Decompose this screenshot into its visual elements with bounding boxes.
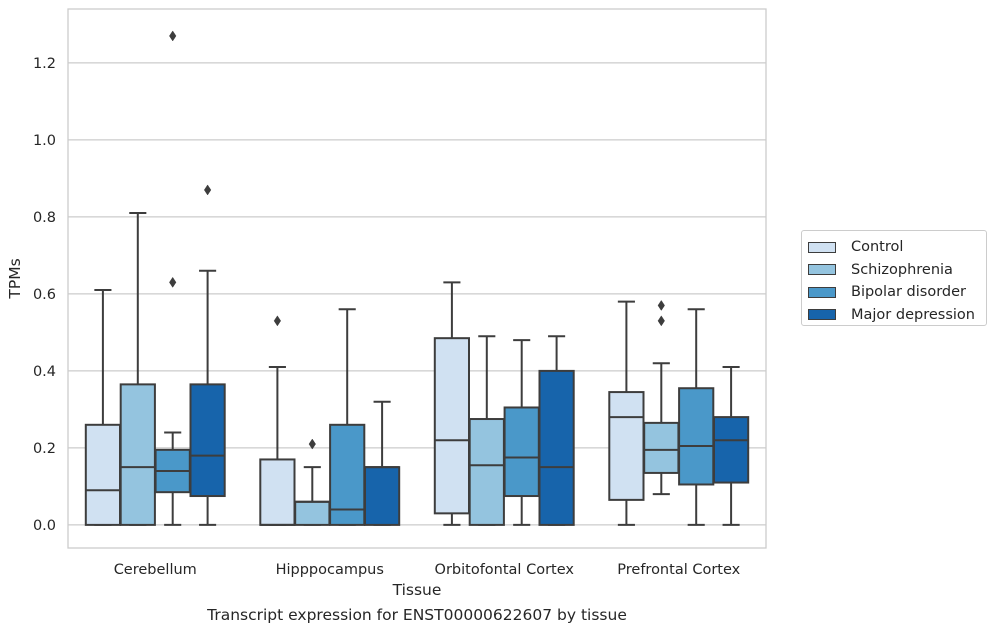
x-tick-cerebellum: Cerebellum — [114, 562, 197, 578]
box-body — [468, 418, 505, 526]
box-body — [189, 383, 226, 498]
box-body — [119, 383, 156, 526]
box-body — [259, 458, 296, 526]
plot-frame — [67, 8, 767, 549]
box-body — [329, 423, 366, 526]
y-axis-label: TPMs — [6, 258, 24, 299]
box-body — [538, 369, 575, 526]
box-body — [712, 416, 750, 484]
box-control-1 — [259, 315, 296, 526]
box-major-depression-2 — [538, 335, 575, 526]
outlier-point-0 — [204, 184, 212, 196]
legend-item-major-depression: Major depression — [808, 304, 986, 327]
box-bipolar-disorder-1 — [329, 308, 366, 526]
x-tick-hipppocampus: Hipppocampus — [276, 562, 384, 578]
legend-swatch-control — [808, 241, 836, 253]
box-major-depression-0 — [189, 184, 226, 526]
box-major-depression-3 — [712, 366, 750, 526]
y-tick-1.2: 1.2 — [33, 56, 56, 72]
box-body — [643, 421, 680, 474]
box-schizophrenia-2 — [468, 335, 505, 526]
outlier-point-0 — [273, 315, 281, 327]
box-body — [678, 387, 715, 486]
legend-item-bipolar-disorder: Bipolar disorder — [808, 281, 986, 304]
legend-label-control: Control — [851, 239, 904, 256]
outlier-point-0 — [308, 438, 316, 450]
box-bipolar-disorder-0 — [154, 30, 191, 526]
chart-caption: Transcript expression for ENST0000062260… — [207, 606, 627, 624]
box-body — [84, 423, 122, 526]
boxes — [84, 30, 750, 526]
outlier-point-0 — [657, 315, 665, 327]
box-body — [608, 391, 645, 501]
box-bipolar-disorder-2 — [503, 339, 540, 526]
outlier-point-1 — [169, 30, 177, 42]
x-tick-prefrontal-cortex: Prefrontal Cortex — [617, 562, 740, 578]
y-tick-0.6: 0.6 — [33, 287, 56, 303]
box-body — [433, 337, 471, 515]
legend-label-bipolar-disorder: Bipolar disorder — [851, 284, 966, 301]
y-tick-1.0: 1.0 — [33, 133, 56, 149]
box-major-depression-1 — [363, 400, 401, 526]
legend-swatch-major-depression — [808, 309, 836, 321]
box-body — [363, 466, 401, 526]
y-tick-0.8: 0.8 — [33, 210, 56, 226]
outlier-point-0 — [169, 276, 177, 288]
box-control-3 — [608, 300, 645, 526]
y-tick-0.4: 0.4 — [33, 364, 56, 380]
legend-label-major-depression: Major depression — [851, 306, 975, 323]
x-tick-labels: Cerebellum Hipppocampus Orbitofontal Corte… — [114, 562, 741, 578]
legend-label-schizophrenia: Schizophrenia — [851, 261, 953, 278]
y-tick-labels: 0.0 0.2 0.4 0.6 0.8 1.0 1.2 — [33, 56, 56, 534]
box-bipolar-disorder-3 — [678, 308, 715, 526]
outlier-point-1 — [657, 299, 665, 311]
x-tick-orbitofontal-cortex: Orbitofontal Cortex — [435, 562, 575, 578]
box-schizophrenia-3 — [643, 299, 680, 496]
y-tick-0.0: 0.0 — [33, 518, 56, 534]
box-schizophrenia-0 — [119, 212, 156, 526]
legend-item-control: Control — [808, 236, 986, 259]
box-control-2 — [433, 281, 471, 526]
legend-item-schizophrenia: Schizophrenia — [808, 259, 986, 282]
box-body — [503, 406, 540, 498]
legend: Control Schizophrenia Bipolar disorder M… — [801, 230, 987, 326]
y-tick-0.2: 0.2 — [33, 441, 56, 457]
legend-swatch-bipolar-disorder — [808, 286, 836, 298]
grid-lines — [68, 62, 766, 526]
x-axis-label: Tissue — [392, 581, 442, 599]
box-body — [294, 500, 331, 526]
box-control-0 — [84, 289, 122, 526]
box-schizophrenia-1 — [294, 438, 331, 526]
legend-swatch-schizophrenia — [808, 264, 836, 276]
